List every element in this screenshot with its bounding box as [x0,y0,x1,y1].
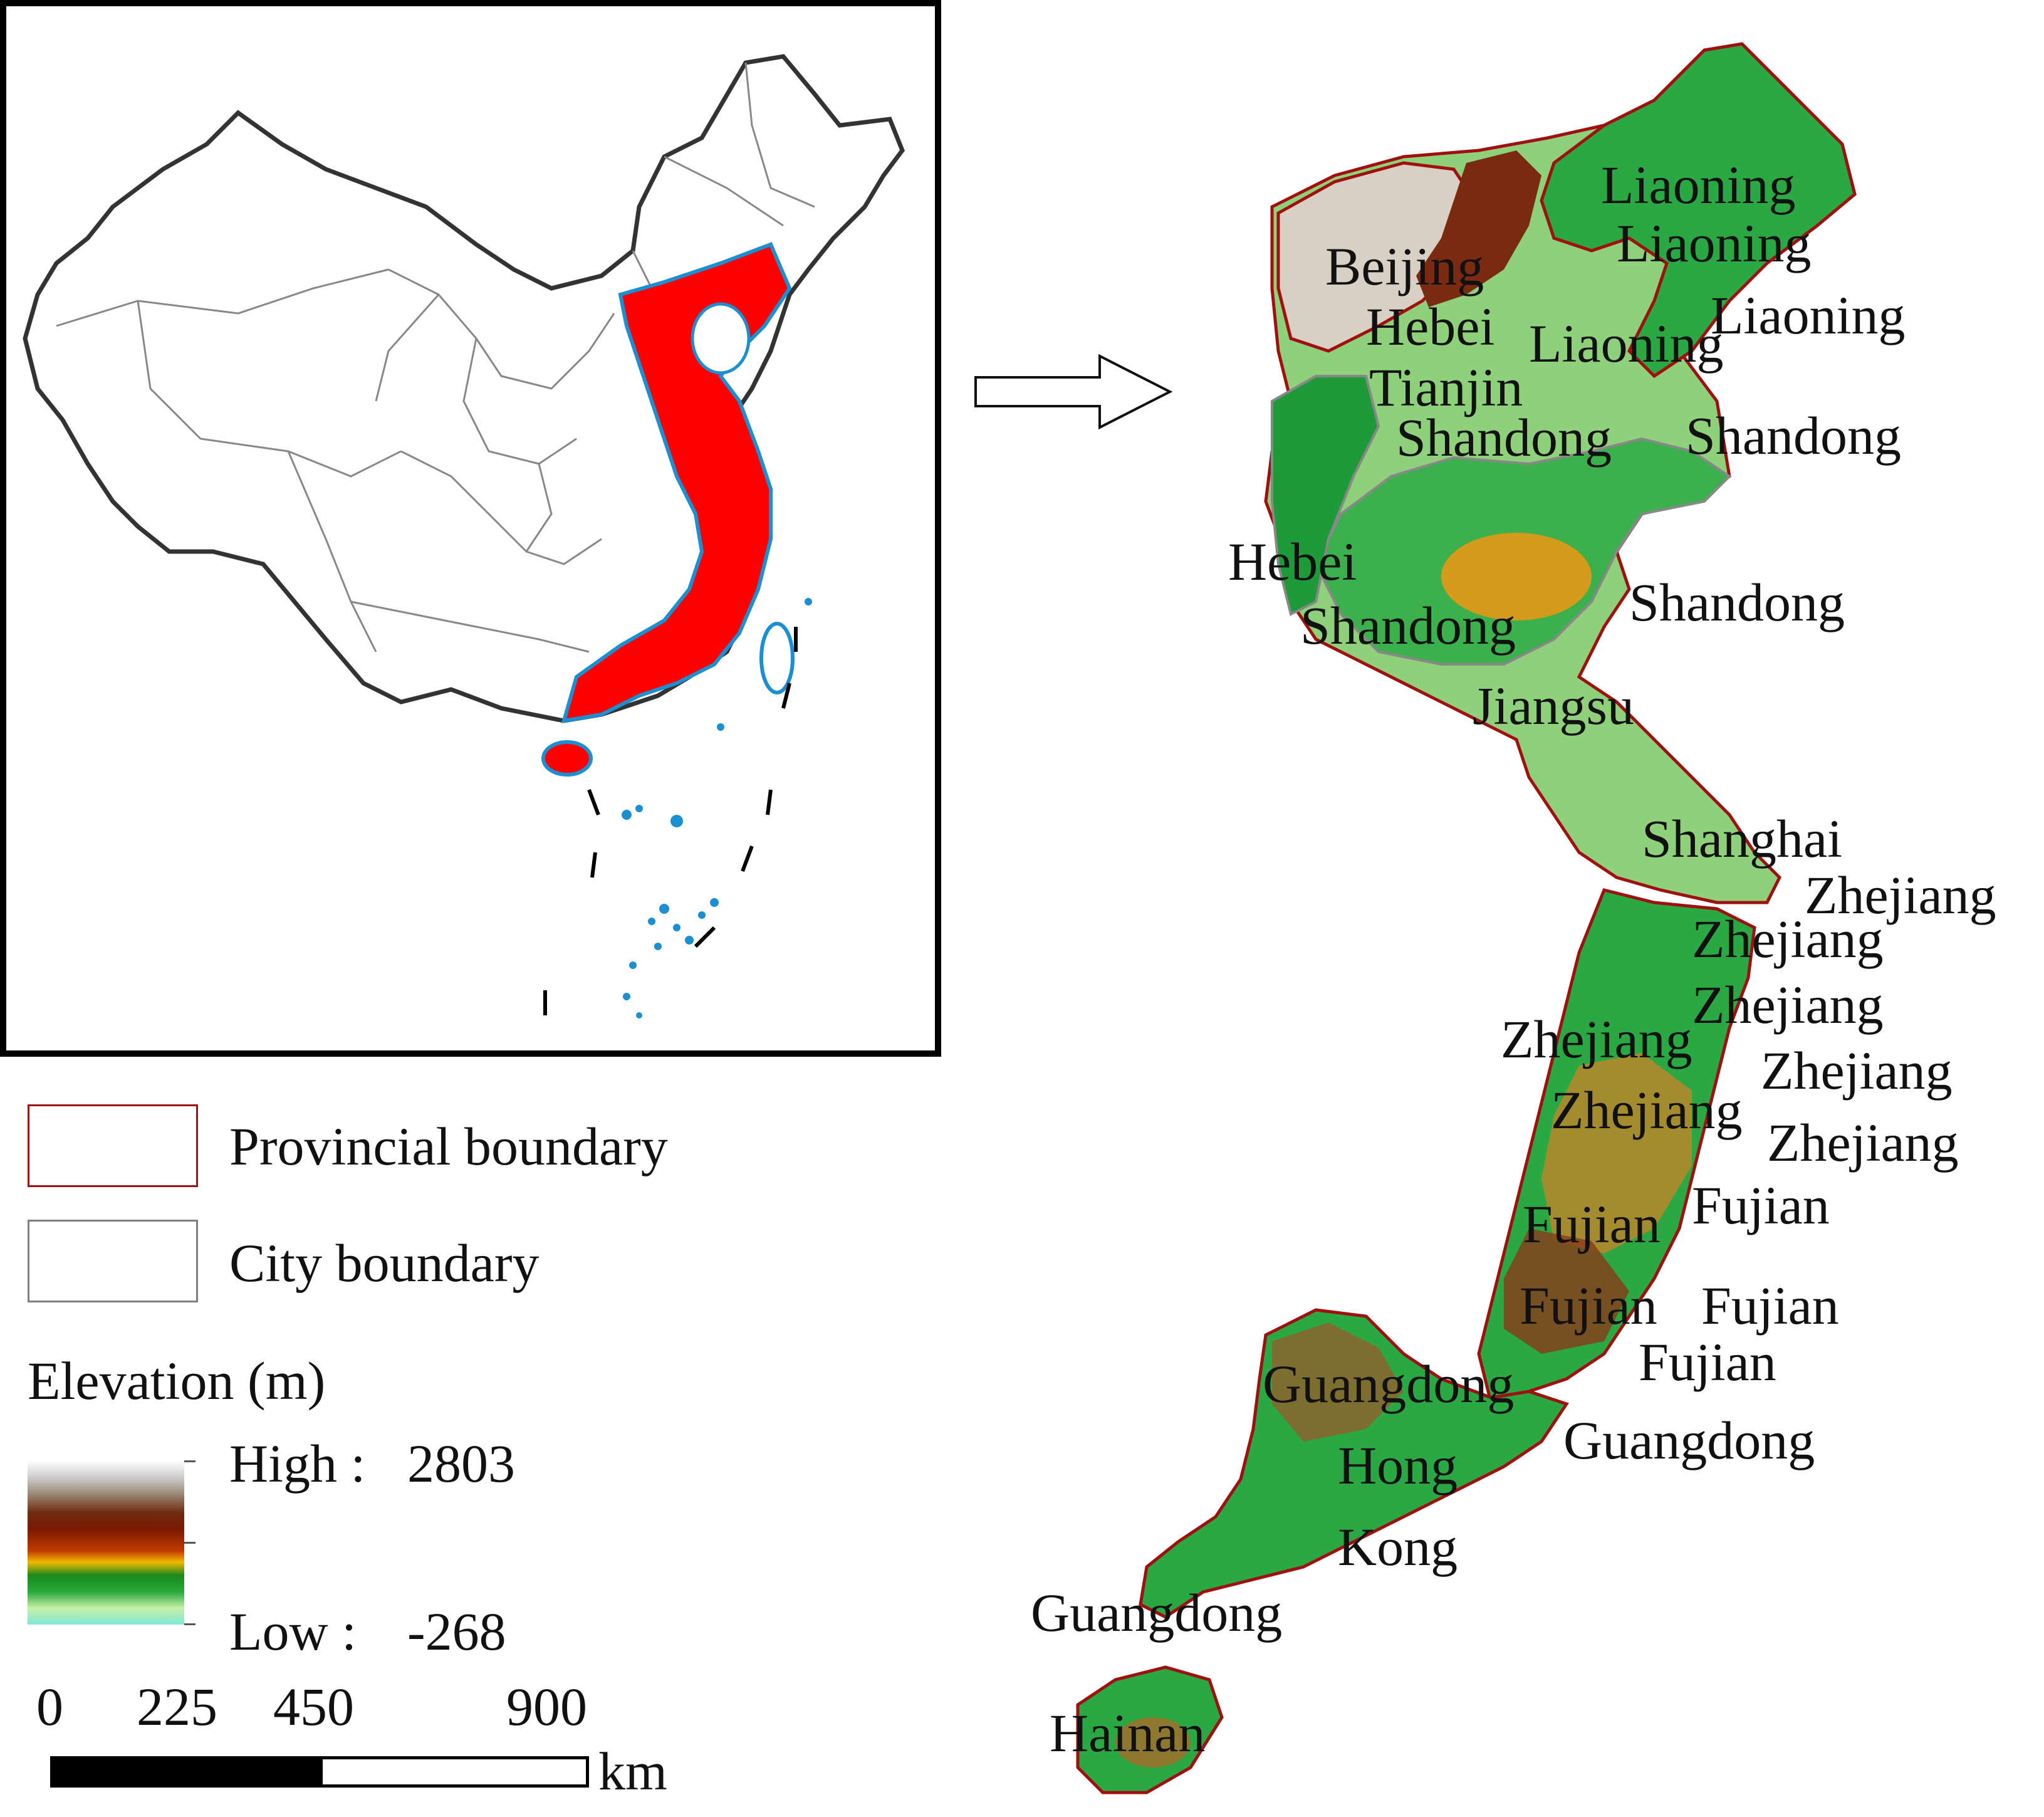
bohai-sea [691,302,751,375]
scale-tick-0: 0 [36,1677,63,1737]
map-label-liaoning: Liaoning [1601,155,1796,215]
map-label-fujian: Fujian [1520,1275,1657,1336]
scale-tick-450: 450 [273,1677,354,1737]
elevation-legend-title: Elevation (m) [28,1351,326,1411]
map-label-zhejiang: Zhejiang [1692,909,1884,969]
hainan-island-inset [541,740,593,777]
map-label-beijing: Beijing [1325,236,1484,296]
inset-overview-map [0,0,941,1057]
highland-brown-band [1416,150,1541,307]
map-label-shandong: Shandong [1300,595,1516,656]
city-boundary-swatch [28,1220,198,1302]
scale-bar-segment [53,1759,323,1784]
city-boundary-label: City boundary [229,1233,540,1293]
interior-province-lines [56,62,815,653]
nine-dash-line [543,627,798,1015]
hebei-west-region [1271,375,1380,616]
guangdong-highland [1272,1322,1404,1442]
map-label-zhejiang: Zhejiang [1805,865,1996,925]
map-label-hainan: Hainan [1050,1703,1206,1763]
map-label-hebei: Hebei [1228,531,1357,592]
scale-bar [50,1756,589,1788]
south-china-sea-islands [622,598,812,1018]
map-label-fujian: Fujian [1523,1194,1661,1254]
taiwan-island-inset [759,622,795,694]
map-label-shandong: Shandong [1629,572,1845,632]
coastal-provinces-highlight [561,242,792,723]
provincial-boundary-swatch [28,1104,198,1187]
map-label-liaoning: Liaoning [1711,285,1906,345]
map-label-zhejiang: Zhejiang [1551,1080,1743,1140]
map-label-guangdong: Guangdong [1263,1354,1515,1414]
elevation-low-value: -268 [407,1601,506,1662]
map-label-liaoning: Liaoning [1529,313,1724,374]
map-label-fujian: Fujian [1692,1175,1830,1235]
map-label-zhejiang: Zhejiang [1501,1009,1692,1069]
ramp-tick [184,1623,196,1625]
scale-tick-900: 900 [506,1677,587,1737]
map-label-liaoning: Liaoning [1617,213,1812,273]
map-label-kong: Kong [1338,1517,1458,1577]
map-label-shandong: Shandong [1686,406,1901,466]
scale-unit: km [598,1741,667,1801]
liaoning-region [1540,42,1857,379]
map-label-fujian: Fujian [1639,1332,1776,1392]
shandong-highland [1441,533,1592,621]
arrow-right-icon [974,353,1173,430]
map-label-guangdong: Guangdong [1031,1583,1283,1643]
elevation-high-value: 2803 [407,1433,515,1494]
elevation-high-label: High : [229,1433,366,1494]
map-label-shandong: Shandong [1396,407,1612,468]
provincial-boundary-label: Provincial boundary [229,1116,668,1176]
fujian-highland [1504,1228,1629,1354]
map-label-jiangsu: Jiangsu [1473,676,1634,736]
ramp-tick [184,1542,196,1544]
map-label-zhejiang: Zhejiang [1692,975,1884,1035]
scale-tick-225: 225 [137,1677,217,1737]
china-outline-map [23,54,905,1018]
map-label-guangdong: Guangdong [1563,1410,1815,1470]
map-label-fujian: Fujian [1701,1275,1839,1336]
map-label-shanghai: Shanghai [1642,809,1843,869]
map-label-hong: Hong [1338,1435,1458,1495]
hainan-highland [1115,1717,1191,1767]
map-label-zhejiang: Zhejiang [1761,1040,1953,1101]
zhejiang-highland [1541,1053,1692,1254]
elevation-color-ramp [28,1460,184,1625]
map-label-hebei: Hebei [1366,296,1495,357]
elevation-low-label: Low : [229,1601,357,1662]
guangdong-region [1139,1308,1569,1619]
map-label-zhejiang: Zhejiang [1767,1113,1959,1173]
map-label-tianjin: Tianjin [1369,357,1523,417]
ramp-tick [184,1460,196,1462]
